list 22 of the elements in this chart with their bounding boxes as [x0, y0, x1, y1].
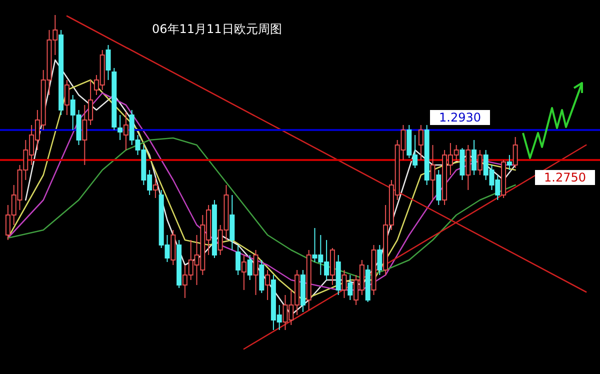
candlestick [152, 178, 158, 198]
text: 06年11月11日欧元周图 [152, 22, 282, 36]
candlestick [342, 270, 347, 298]
candlestick [506, 154, 512, 170]
candlestick [512, 136, 518, 168]
candlestick [430, 144, 436, 200]
candlestick [253, 250, 258, 296]
candlestick [64, 80, 70, 116]
candlestick [236, 244, 241, 276]
candlestick [477, 150, 482, 176]
candlestick [247, 254, 252, 280]
candlestick [377, 244, 382, 276]
candlestick [472, 140, 477, 176]
candlestick [123, 112, 128, 150]
candlestick [118, 114, 123, 140]
candlestick [241, 254, 246, 290]
candlestick [106, 44, 111, 80]
ref-line-label: 1.2930 [439, 110, 481, 124]
ref-line-label: 1.2750 [544, 170, 586, 184]
candlestick [348, 274, 353, 300]
candlestick [265, 270, 270, 300]
candlestick [418, 124, 424, 160]
